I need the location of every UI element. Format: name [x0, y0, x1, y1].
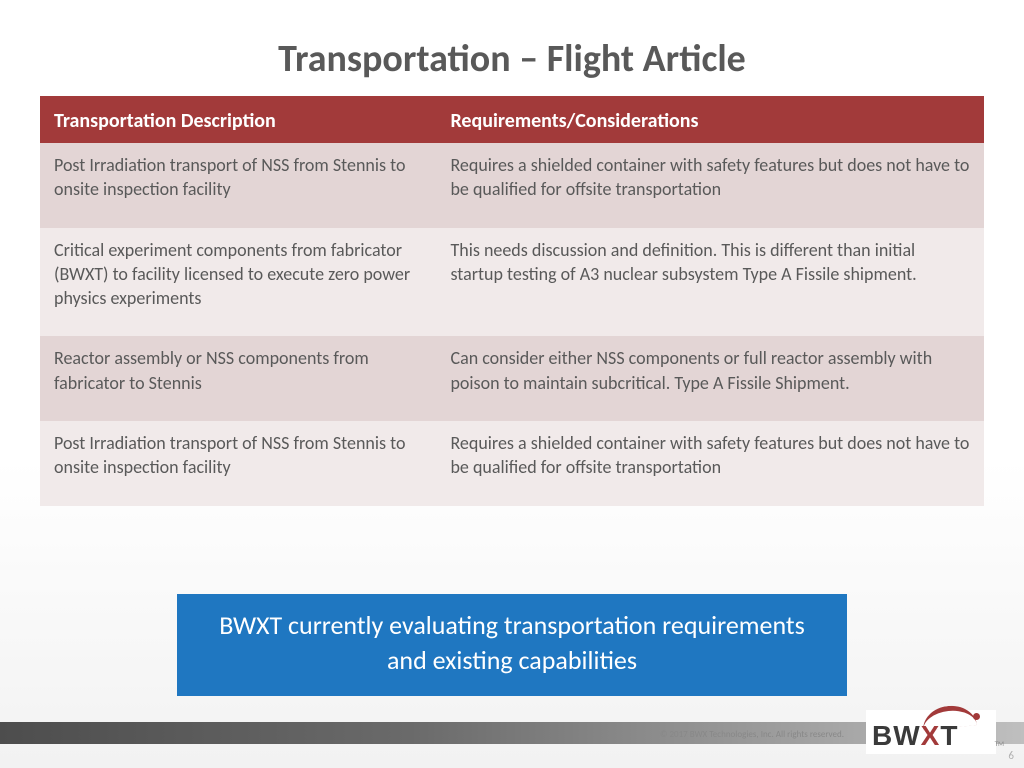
- page-number: 6: [1008, 749, 1014, 762]
- table-row: Post Irradiation transport of NSS from S…: [40, 143, 984, 228]
- logo-pre: BW: [872, 720, 921, 751]
- table-cell: Can consider either NSS components or fu…: [436, 336, 984, 421]
- table-header-cell: Requirements/Considerations: [436, 99, 984, 143]
- logo-text: BWXT: [872, 720, 958, 752]
- table-row: Post Irradiation transport of NSS from S…: [40, 421, 984, 506]
- table-cell: Post Irradiation transport of NSS from S…: [40, 421, 436, 506]
- callout-banner: BWXT currently evaluating transportation…: [177, 594, 847, 696]
- table-cell: Reactor assembly or NSS components from …: [40, 336, 436, 421]
- table-header-row: Transportation Description Requirements/…: [40, 99, 984, 143]
- logo-x: X: [921, 720, 941, 751]
- table-cell: Post Irradiation transport of NSS from S…: [40, 143, 436, 228]
- copyright-text: © 2017 BWX Technologies, Inc. All rights…: [660, 729, 844, 740]
- table-row: Reactor assembly or NSS components from …: [40, 336, 984, 421]
- table-cell: Critical experiment components from fabr…: [40, 228, 436, 337]
- transportation-table: Transportation Description Requirements/…: [40, 99, 984, 506]
- slide: Transportation – Flight Article Transpor…: [0, 0, 1024, 768]
- table-header-cell: Transportation Description: [40, 99, 436, 143]
- table-cell: This needs discussion and definition. Th…: [436, 228, 984, 337]
- bwxt-logo: BWXT TM: [866, 710, 996, 754]
- logo-post: T: [940, 720, 958, 751]
- logo-tm: TM: [995, 739, 1004, 748]
- logo-dot-icon: [973, 713, 980, 720]
- table-row: Critical experiment components from fabr…: [40, 228, 984, 337]
- table-cell: Requires a shielded container with safet…: [436, 421, 984, 506]
- table-cell: Requires a shielded container with safet…: [436, 143, 984, 228]
- page-title: Transportation – Flight Article: [40, 30, 984, 99]
